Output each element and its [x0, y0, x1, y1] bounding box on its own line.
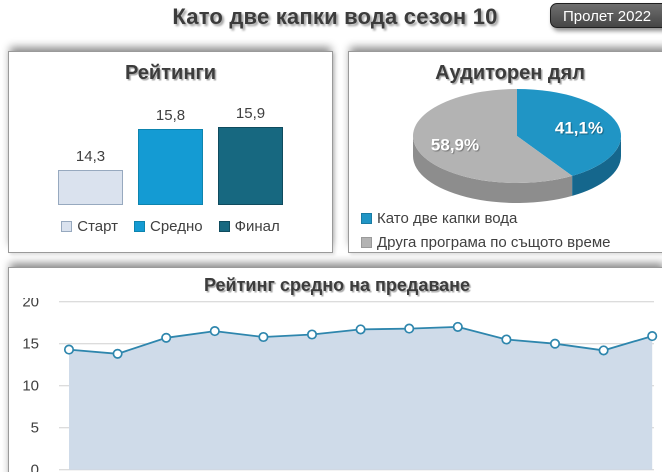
trend-area-chart: 20 15 10 5 0 [22, 298, 658, 472]
data-point-8 [404, 323, 415, 334]
data-point-10 [501, 334, 512, 345]
data-point-4 [209, 326, 220, 337]
data-point-1 [63, 344, 75, 355]
bar-value-label-2: 15,8 [155, 107, 186, 124]
season-badge-label: Пролет 2022 [563, 8, 652, 25]
share-legend-item-1-label: Като две капки вода [377, 210, 518, 227]
ratings-legend-item-3-swatch [218, 221, 230, 232]
audience-share-pie: 41,1% 58,9% [413, 89, 621, 203]
pie-side-blue [572, 136, 621, 196]
ratings-legend: Старт Средно Финал [9, 218, 332, 235]
audience-share-panel: Аудиторен дял 41,1% 58,9% Като две капки … [348, 51, 662, 253]
share-legend-item-1-swatch [361, 213, 372, 224]
y-tick-0: 0 [31, 462, 39, 472]
pie-slice-other [413, 89, 573, 184]
y-tick-10: 10 [22, 378, 39, 395]
ratings-panel-title: Рейтинги [124, 62, 217, 84]
trend-panel: Рейтинг средно на предаване 20 15 10 5 0 [8, 267, 662, 472]
y-tick-20: 20 [22, 298, 39, 311]
audience-share-legend: Като две капки вода Друга програма по същ… [361, 210, 610, 251]
audience-share-title: Аудиторен дял [435, 62, 585, 84]
ratings-legend-item-3-label: Финал [234, 218, 280, 235]
data-point-6 [306, 329, 318, 340]
data-point-7 [355, 324, 366, 335]
share-legend-item-2-swatch [361, 237, 372, 248]
data-point-9 [452, 321, 463, 332]
ratings-legend-item-1-label: Старт [77, 218, 118, 235]
y-tick-15: 15 [22, 336, 39, 353]
bar-value-label-3: 15,9 [235, 105, 266, 122]
pie-side-gray [413, 136, 573, 203]
ratings-panel: Рейтинги 14,3 15,8 15,9 Старт Средно Финал [8, 51, 333, 253]
bar-value-label-1: 14,3 [75, 148, 106, 165]
data-point-11 [549, 338, 561, 349]
data-point-2 [112, 348, 123, 359]
page-title: Като две капки вода сезон 10 [172, 4, 498, 29]
pie-value-label-2: 58,9% [431, 136, 479, 155]
data-point-13 [647, 331, 658, 342]
y-tick-5: 5 [31, 420, 39, 437]
pie-value-label-1: 41,1% [555, 118, 603, 137]
share-legend-item-2-label: Друга програма по същото време [377, 234, 611, 251]
data-point-5 [258, 331, 269, 343]
season-badge: Пролет 2022 [550, 3, 662, 28]
share-legend-item-1: Като две капки вода [361, 210, 610, 227]
ratings-legend-item-2: Средно [134, 218, 203, 235]
trend-area-fill [69, 326, 653, 470]
data-point-3 [161, 332, 172, 343]
bar-1-Старт [58, 170, 123, 205]
trend-panel-title: Рейтинг средно на предаване [203, 275, 471, 295]
ratings-legend-item-1-swatch [61, 221, 73, 232]
data-point-12 [598, 345, 609, 356]
pie-slice-Като две капки вода [517, 89, 621, 176]
bar-2-Средно [138, 129, 203, 205]
ratings-bar-plot: 14,3 15,8 15,9 [9, 97, 332, 205]
bar-3-Финал [218, 127, 283, 205]
ratings-legend-item-1: Старт [61, 218, 118, 235]
ratings-legend-item-2-label: Средно [150, 218, 203, 235]
ratings-legend-item-3: Финал [218, 218, 280, 235]
ratings-legend-item-2-swatch [134, 221, 145, 232]
share-legend-item-2: Друга програма по същото време [361, 234, 610, 251]
